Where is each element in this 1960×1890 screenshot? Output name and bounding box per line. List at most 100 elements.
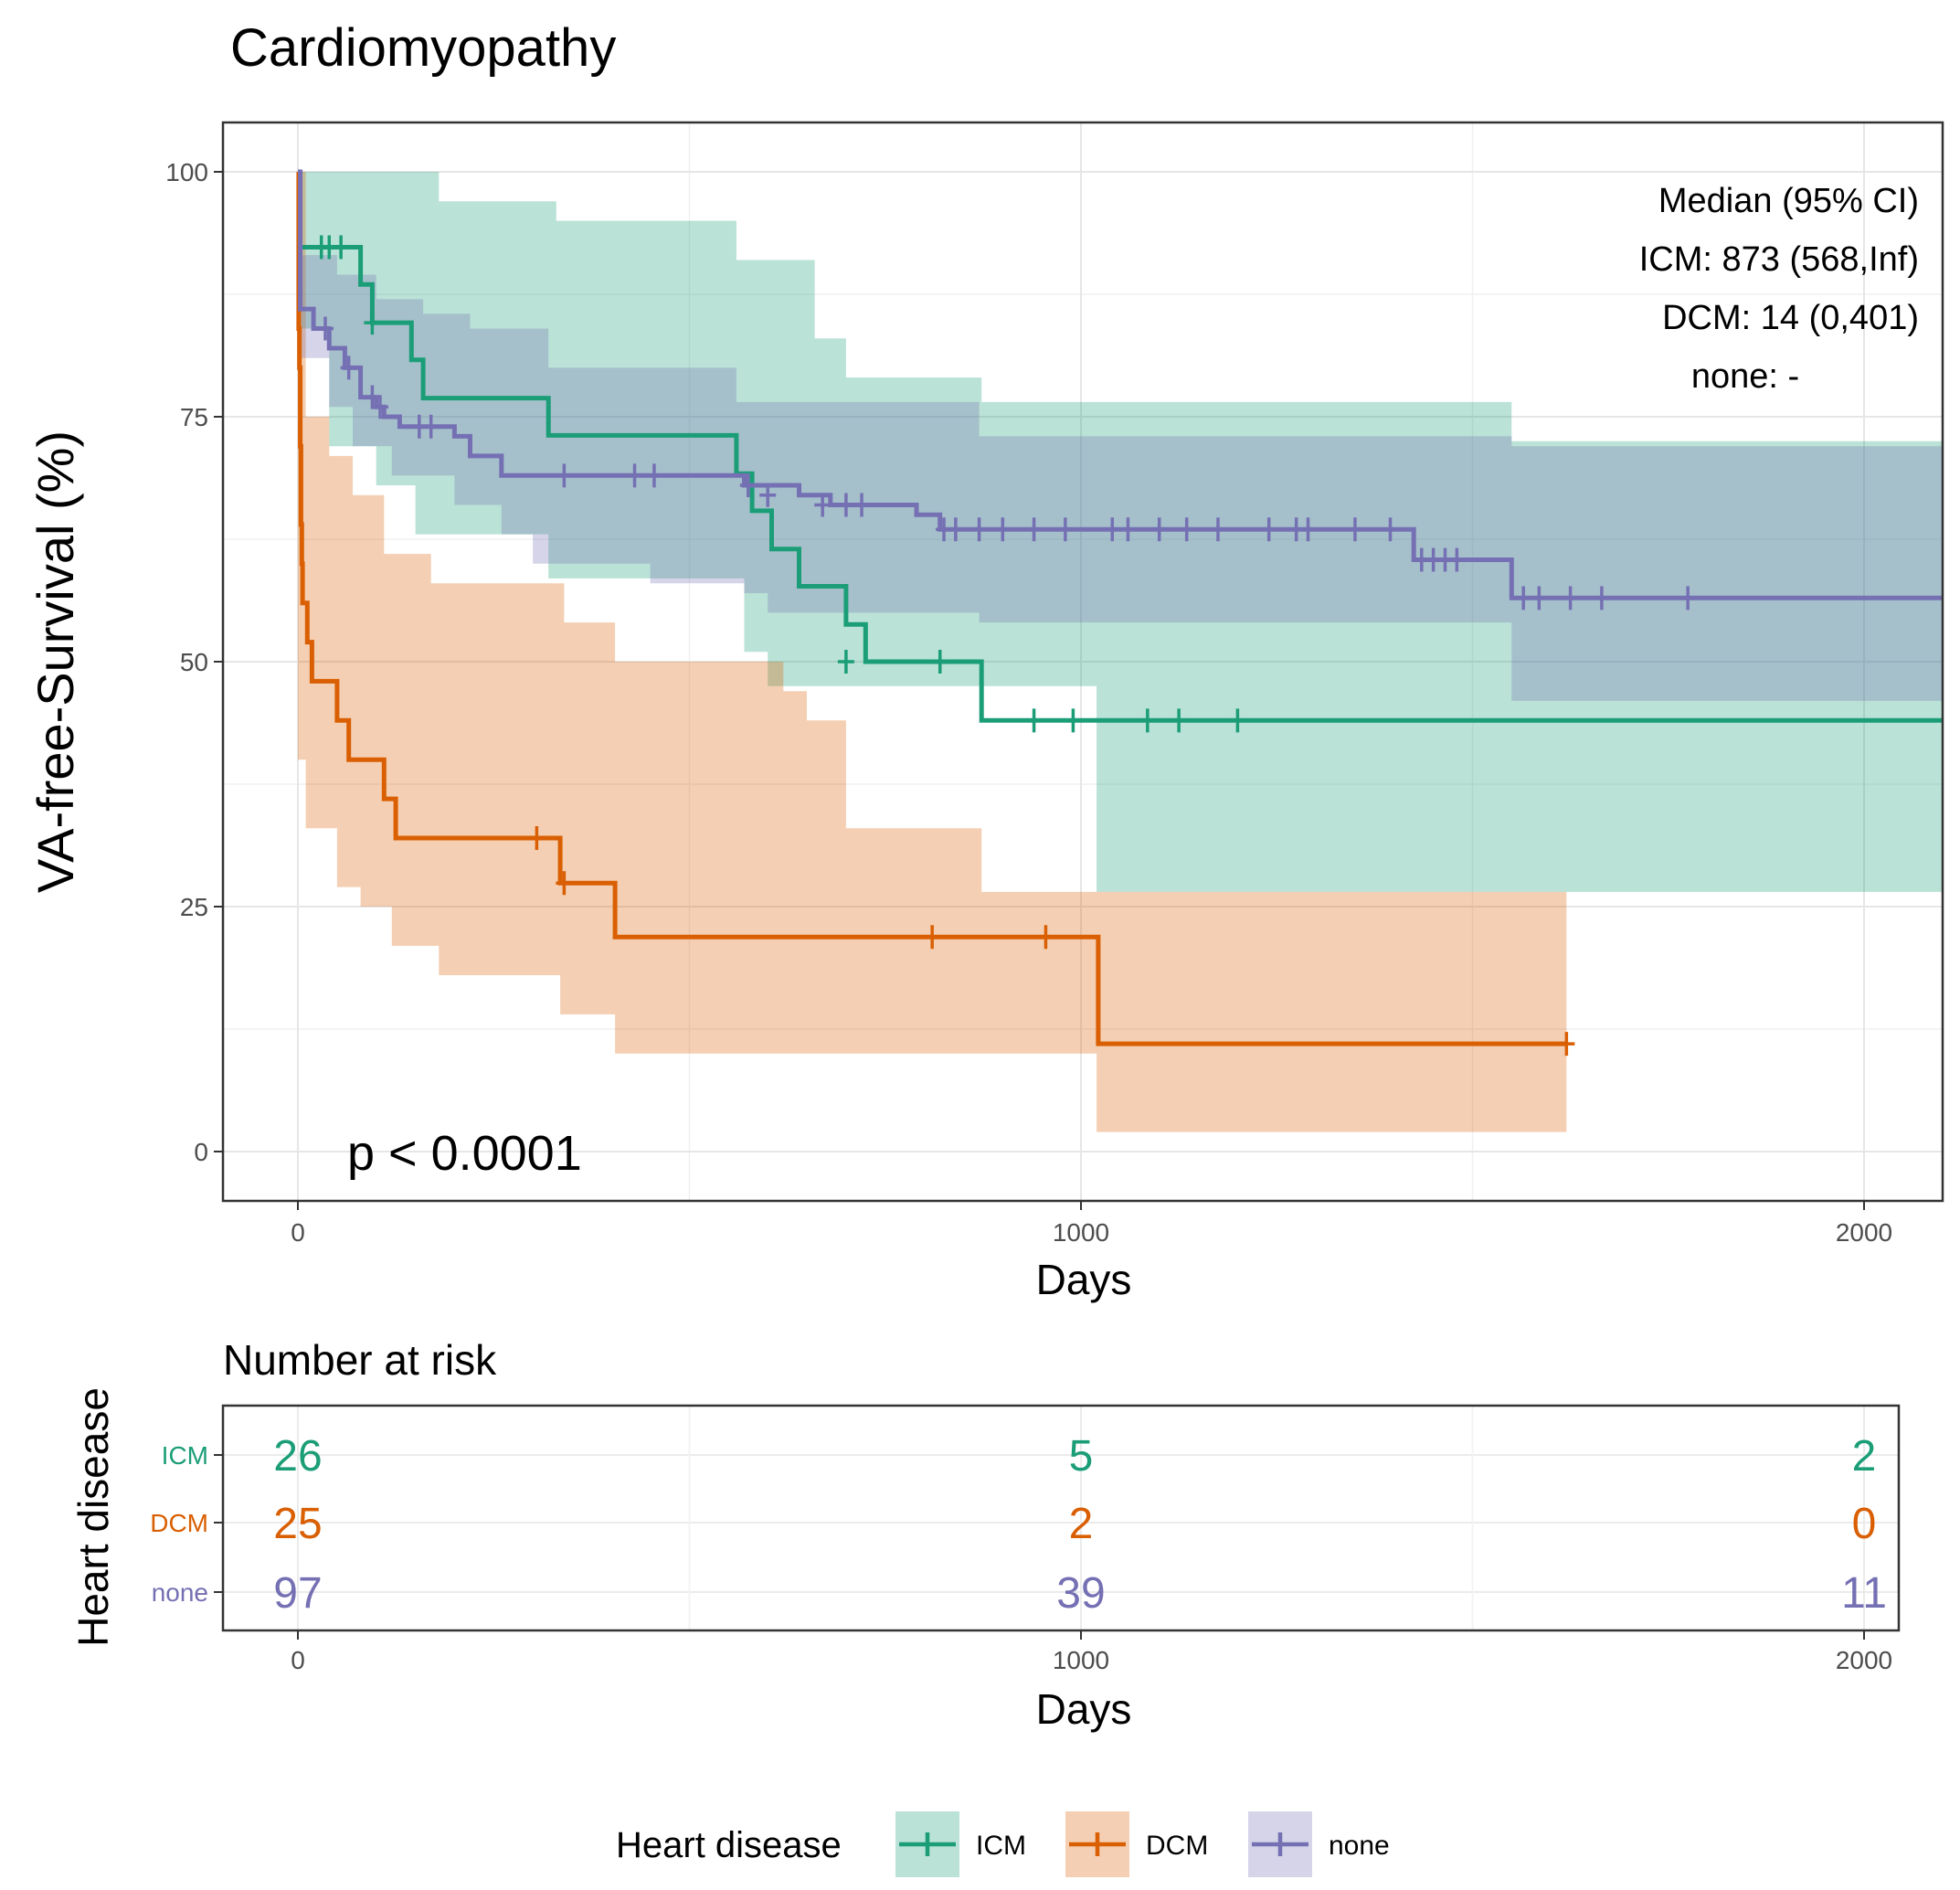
x-tick-label: 1000 <box>1053 1218 1109 1247</box>
censor-mark-none <box>994 517 1012 542</box>
censor-mark-none <box>814 493 832 517</box>
legend-label-none: none <box>1329 1831 1390 1861</box>
risk-table-values: 26 5 2 25 2 0 97 39 11 <box>273 1432 1887 1618</box>
censor-mark-none <box>853 493 871 517</box>
legend-key-line-none <box>1252 1832 1308 1856</box>
censor-mark-none <box>1150 517 1168 542</box>
risk-table-grid <box>223 1406 1899 1630</box>
censor-mark-none <box>1562 586 1579 611</box>
risk-strata-label-dcm: DCM <box>150 1509 208 1537</box>
censor-mark-none <box>1260 517 1277 542</box>
censor-mark-none <box>947 517 964 542</box>
median-annotation-line: none: - <box>1691 357 1799 396</box>
censor-mark-none <box>970 517 988 542</box>
risk-table-strata-labels: ICM DCM none <box>150 1441 223 1607</box>
risk-x-tick-label: 0 <box>291 1646 305 1674</box>
risk-value-none: 11 <box>1841 1569 1887 1618</box>
y-tick-label: 25 <box>180 893 208 921</box>
x-tick-label: 2000 <box>1836 1218 1892 1247</box>
median-annotation-line: DCM: 14 (0,401) <box>1662 299 1919 337</box>
risk-value-none: 39 <box>1056 1569 1105 1618</box>
risk-table-x-ticks: 0 1000 2000 <box>291 1630 1892 1674</box>
risk-value-icm: 2 <box>1852 1432 1877 1481</box>
risk-value-icm: 26 <box>273 1432 322 1481</box>
censor-mark-icm <box>931 650 948 674</box>
plot-grid <box>223 122 1943 1201</box>
risk-table: Number at risk 26 5 2 25 2 0 97 39 11 ICM DCM none… <box>69 1336 1901 1733</box>
censor-mark-none <box>1209 517 1226 542</box>
legend-keys: ICM DCM none <box>895 1811 1390 1877</box>
censor-mark-none <box>1679 586 1697 611</box>
censor-mark-none <box>316 316 334 341</box>
censor-mark-none <box>1299 517 1317 542</box>
censor-mark-none <box>1382 517 1399 542</box>
legend-key-line-icm <box>899 1832 956 1856</box>
censor-mark-none <box>759 483 777 507</box>
median-annotation-line: ICM: 873 (568,Inf) <box>1639 240 1919 279</box>
risk-strata-label-none: none <box>152 1578 208 1607</box>
survival-curve-icm <box>297 169 1943 723</box>
x-tick-label: 0 <box>291 1218 305 1247</box>
censor-mark-none <box>1515 586 1532 611</box>
censor-mark-none <box>422 414 440 439</box>
median-annotation-line: Median (95% CI) <box>1658 182 1919 220</box>
censor-mark-dcm <box>528 825 546 850</box>
censor-mark-icm <box>837 650 854 674</box>
p-value: p < 0.0001 <box>347 1126 582 1181</box>
ci-band-icm <box>298 172 1943 892</box>
censor-mark-icm <box>1171 708 1188 733</box>
censor-mark-none <box>371 395 388 419</box>
legend-label-icm: ICM <box>976 1831 1026 1861</box>
censor-mark-icm <box>333 235 350 260</box>
risk-value-none: 97 <box>273 1569 322 1618</box>
x-axis-ticks: 0 1000 2000 <box>291 1201 1892 1247</box>
x-axis-title: Days <box>1036 1256 1132 1303</box>
censor-mark-none <box>556 463 573 488</box>
y-axis-ticks: 0 25 50 75 100 <box>165 158 223 1166</box>
chart-title: Cardiomyopathy <box>230 18 616 78</box>
risk-x-tick-label: 1000 <box>1053 1646 1109 1674</box>
censor-mark-icm <box>1139 708 1156 733</box>
risk-x-axis-title: Days <box>1036 1685 1132 1733</box>
risk-strata-label-icm: ICM <box>162 1441 208 1470</box>
risk-table-border <box>221 1404 1901 1632</box>
censor-mark-none <box>1346 517 1363 542</box>
legend-key-line-dcm <box>1069 1832 1126 1856</box>
survival-curves <box>296 169 1943 1046</box>
censor-mark-none <box>1119 517 1137 542</box>
censor-mark-icm <box>1065 708 1082 733</box>
y-tick-label: 100 <box>165 158 208 186</box>
censor-mark-none <box>626 463 643 488</box>
ci-band-none <box>298 172 1943 760</box>
y-axis-title: VA-free-Survival (%) <box>26 430 84 893</box>
y-tick-label: 0 <box>194 1138 208 1166</box>
risk-value-dcm: 25 <box>273 1500 322 1548</box>
censor-marks <box>313 235 1697 1056</box>
survival-curve-dcm <box>296 169 1567 1046</box>
censor-mark-none <box>1056 517 1074 542</box>
survival-curve-none <box>298 169 1943 600</box>
survival-plot-panel: 0 25 50 75 100 0 1000 2000 Median (95% CI) ICM:… <box>165 121 1944 1247</box>
legend-title: Heart disease <box>616 1825 842 1865</box>
censor-mark-none <box>645 463 662 488</box>
censor-mark-none <box>1104 517 1121 542</box>
censor-mark-none <box>1531 586 1548 611</box>
risk-x-tick-label: 2000 <box>1836 1646 1892 1674</box>
censor-mark-icm <box>1229 708 1246 733</box>
censor-mark-dcm <box>1558 1032 1575 1056</box>
censor-mark-none <box>340 356 357 380</box>
censor-mark-none <box>1178 517 1195 542</box>
y-tick-label: 50 <box>180 648 208 676</box>
legend-label-dcm: DCM <box>1146 1831 1208 1861</box>
risk-value-icm: 5 <box>1069 1432 1094 1481</box>
censor-mark-icm <box>1025 708 1043 733</box>
censor-mark-dcm <box>924 925 941 950</box>
censor-mark-none <box>364 385 381 409</box>
risk-value-dcm: 0 <box>1852 1500 1877 1548</box>
legend: Heart disease ICM DCM none <box>616 1811 1390 1877</box>
censor-mark-dcm <box>1037 925 1054 950</box>
y-tick-label: 75 <box>180 403 208 431</box>
censor-mark-none <box>837 493 854 517</box>
censor-mark-none <box>1025 517 1043 542</box>
